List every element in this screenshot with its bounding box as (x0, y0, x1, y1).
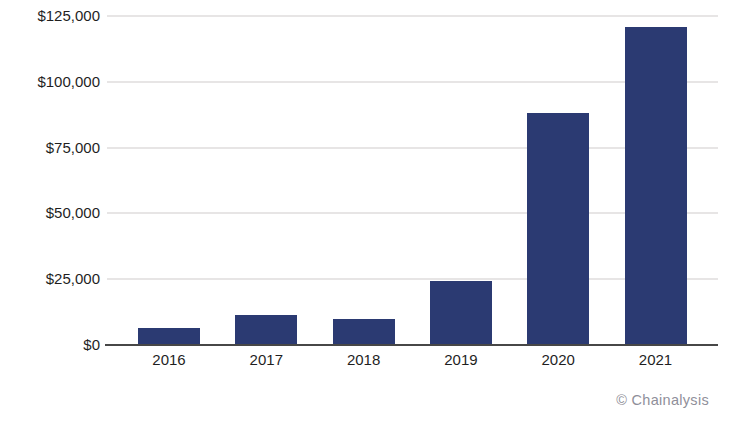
x-tick-label: 2021 (616, 351, 696, 369)
bar-2017 (235, 315, 297, 345)
bar-2016 (138, 328, 200, 345)
bar-2019 (430, 281, 492, 345)
x-tick-label: 2019 (421, 351, 501, 369)
x-tick-label: 2017 (226, 351, 306, 369)
attribution-chainalysis: © Chainalysis (616, 392, 709, 408)
bar-2018 (333, 319, 395, 345)
bar-chart: $0$25,000$50,000$75,000$100,000$125,000 … (0, 0, 749, 438)
x-axis-baseline (105, 344, 718, 346)
y-tick-label: $125,000 (5, 7, 100, 25)
gridline (107, 15, 718, 17)
x-tick-label: 2020 (518, 351, 598, 369)
bar-2020 (527, 113, 589, 345)
y-tick-label: $100,000 (5, 73, 100, 91)
y-tick-label: $0 (5, 336, 100, 354)
x-tick-label: 2016 (129, 351, 209, 369)
plot-area (107, 16, 718, 345)
y-tick-label: $25,000 (5, 270, 100, 288)
bar-2021 (625, 27, 687, 345)
x-tick-label: 2018 (324, 351, 404, 369)
y-tick-label: $75,000 (5, 139, 100, 157)
y-tick-label: $50,000 (5, 204, 100, 222)
